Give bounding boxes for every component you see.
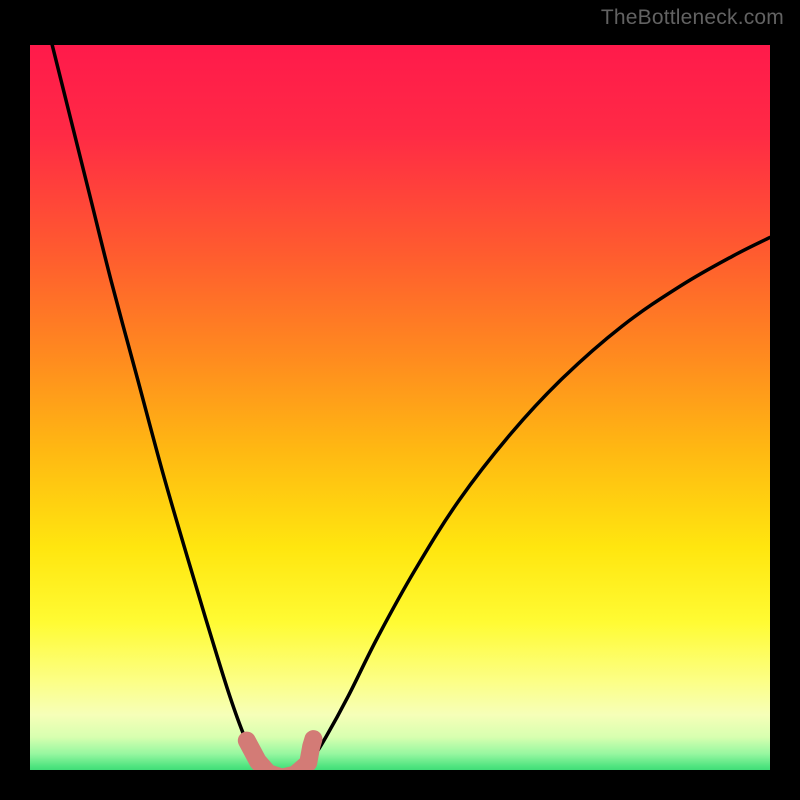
optimal-range-marker-right [308, 739, 313, 763]
bottleneck-chart [0, 0, 800, 800]
plot-background [30, 45, 770, 785]
chart-canvas: TheBottleneck.com [0, 0, 800, 800]
watermark-text: TheBottleneck.com [601, 6, 784, 30]
